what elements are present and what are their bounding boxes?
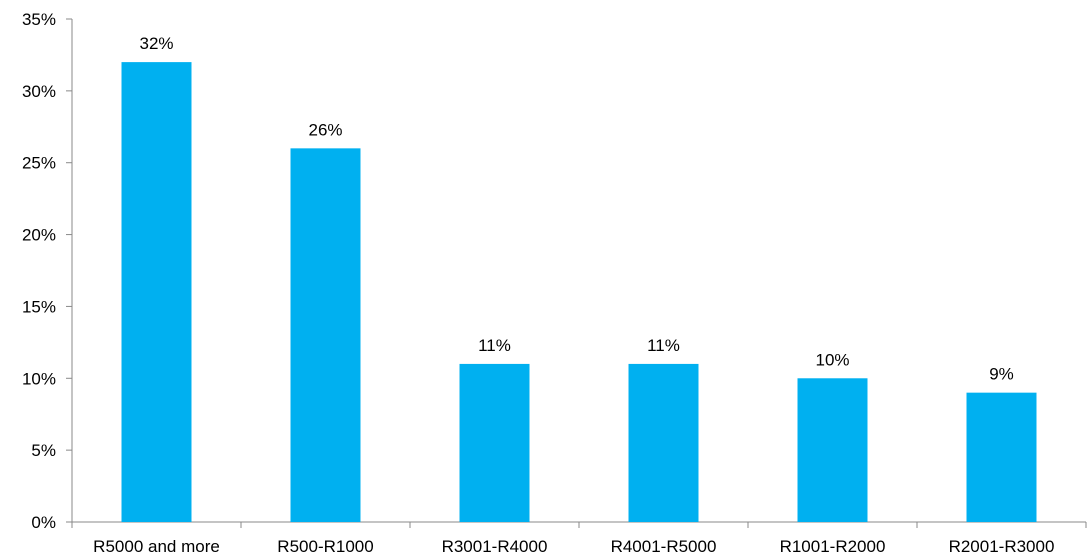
bar xyxy=(628,363,699,522)
y-tick-label: 10% xyxy=(22,369,56,388)
x-category-label: R500-R1000 xyxy=(277,537,373,556)
bar xyxy=(797,378,868,522)
x-category-label: R4001-R5000 xyxy=(611,537,717,556)
x-category-label: R1001-R2000 xyxy=(780,537,886,556)
bar-value-label: 11% xyxy=(478,336,511,355)
bar xyxy=(290,148,361,523)
bar-value-label: 32% xyxy=(139,34,173,53)
bar xyxy=(966,392,1037,522)
y-tick-label: 20% xyxy=(22,226,56,245)
y-tick-label: 25% xyxy=(22,154,56,173)
bars xyxy=(121,62,1037,523)
bar-value-label: 26% xyxy=(308,120,342,139)
x-category-label: R3001-R4000 xyxy=(442,537,548,556)
x-axis: R5000 and more R500-R1000 R3001-R4000 R4001… xyxy=(71,521,1087,556)
bar-value-label: 9% xyxy=(989,365,1014,384)
y-axis: 0% 5% 10% 15% 20% 25% 30% 35% xyxy=(22,10,73,532)
x-category-label: R5000 and more xyxy=(93,537,220,556)
bar-value-label: 10% xyxy=(815,350,849,369)
y-tick-label: 0% xyxy=(31,513,56,532)
data-labels: 32% 26% 11% 11% 10% 9% xyxy=(139,34,1013,384)
y-tick-label: 15% xyxy=(22,297,56,316)
y-tick-label: 30% xyxy=(22,82,56,101)
bar xyxy=(121,62,192,522)
y-tick-label: 5% xyxy=(31,441,56,460)
bar-value-label: 11% xyxy=(647,336,680,355)
bar xyxy=(459,363,530,522)
y-tick-label: 35% xyxy=(22,10,56,29)
x-category-label: R2001-R3000 xyxy=(949,537,1055,556)
